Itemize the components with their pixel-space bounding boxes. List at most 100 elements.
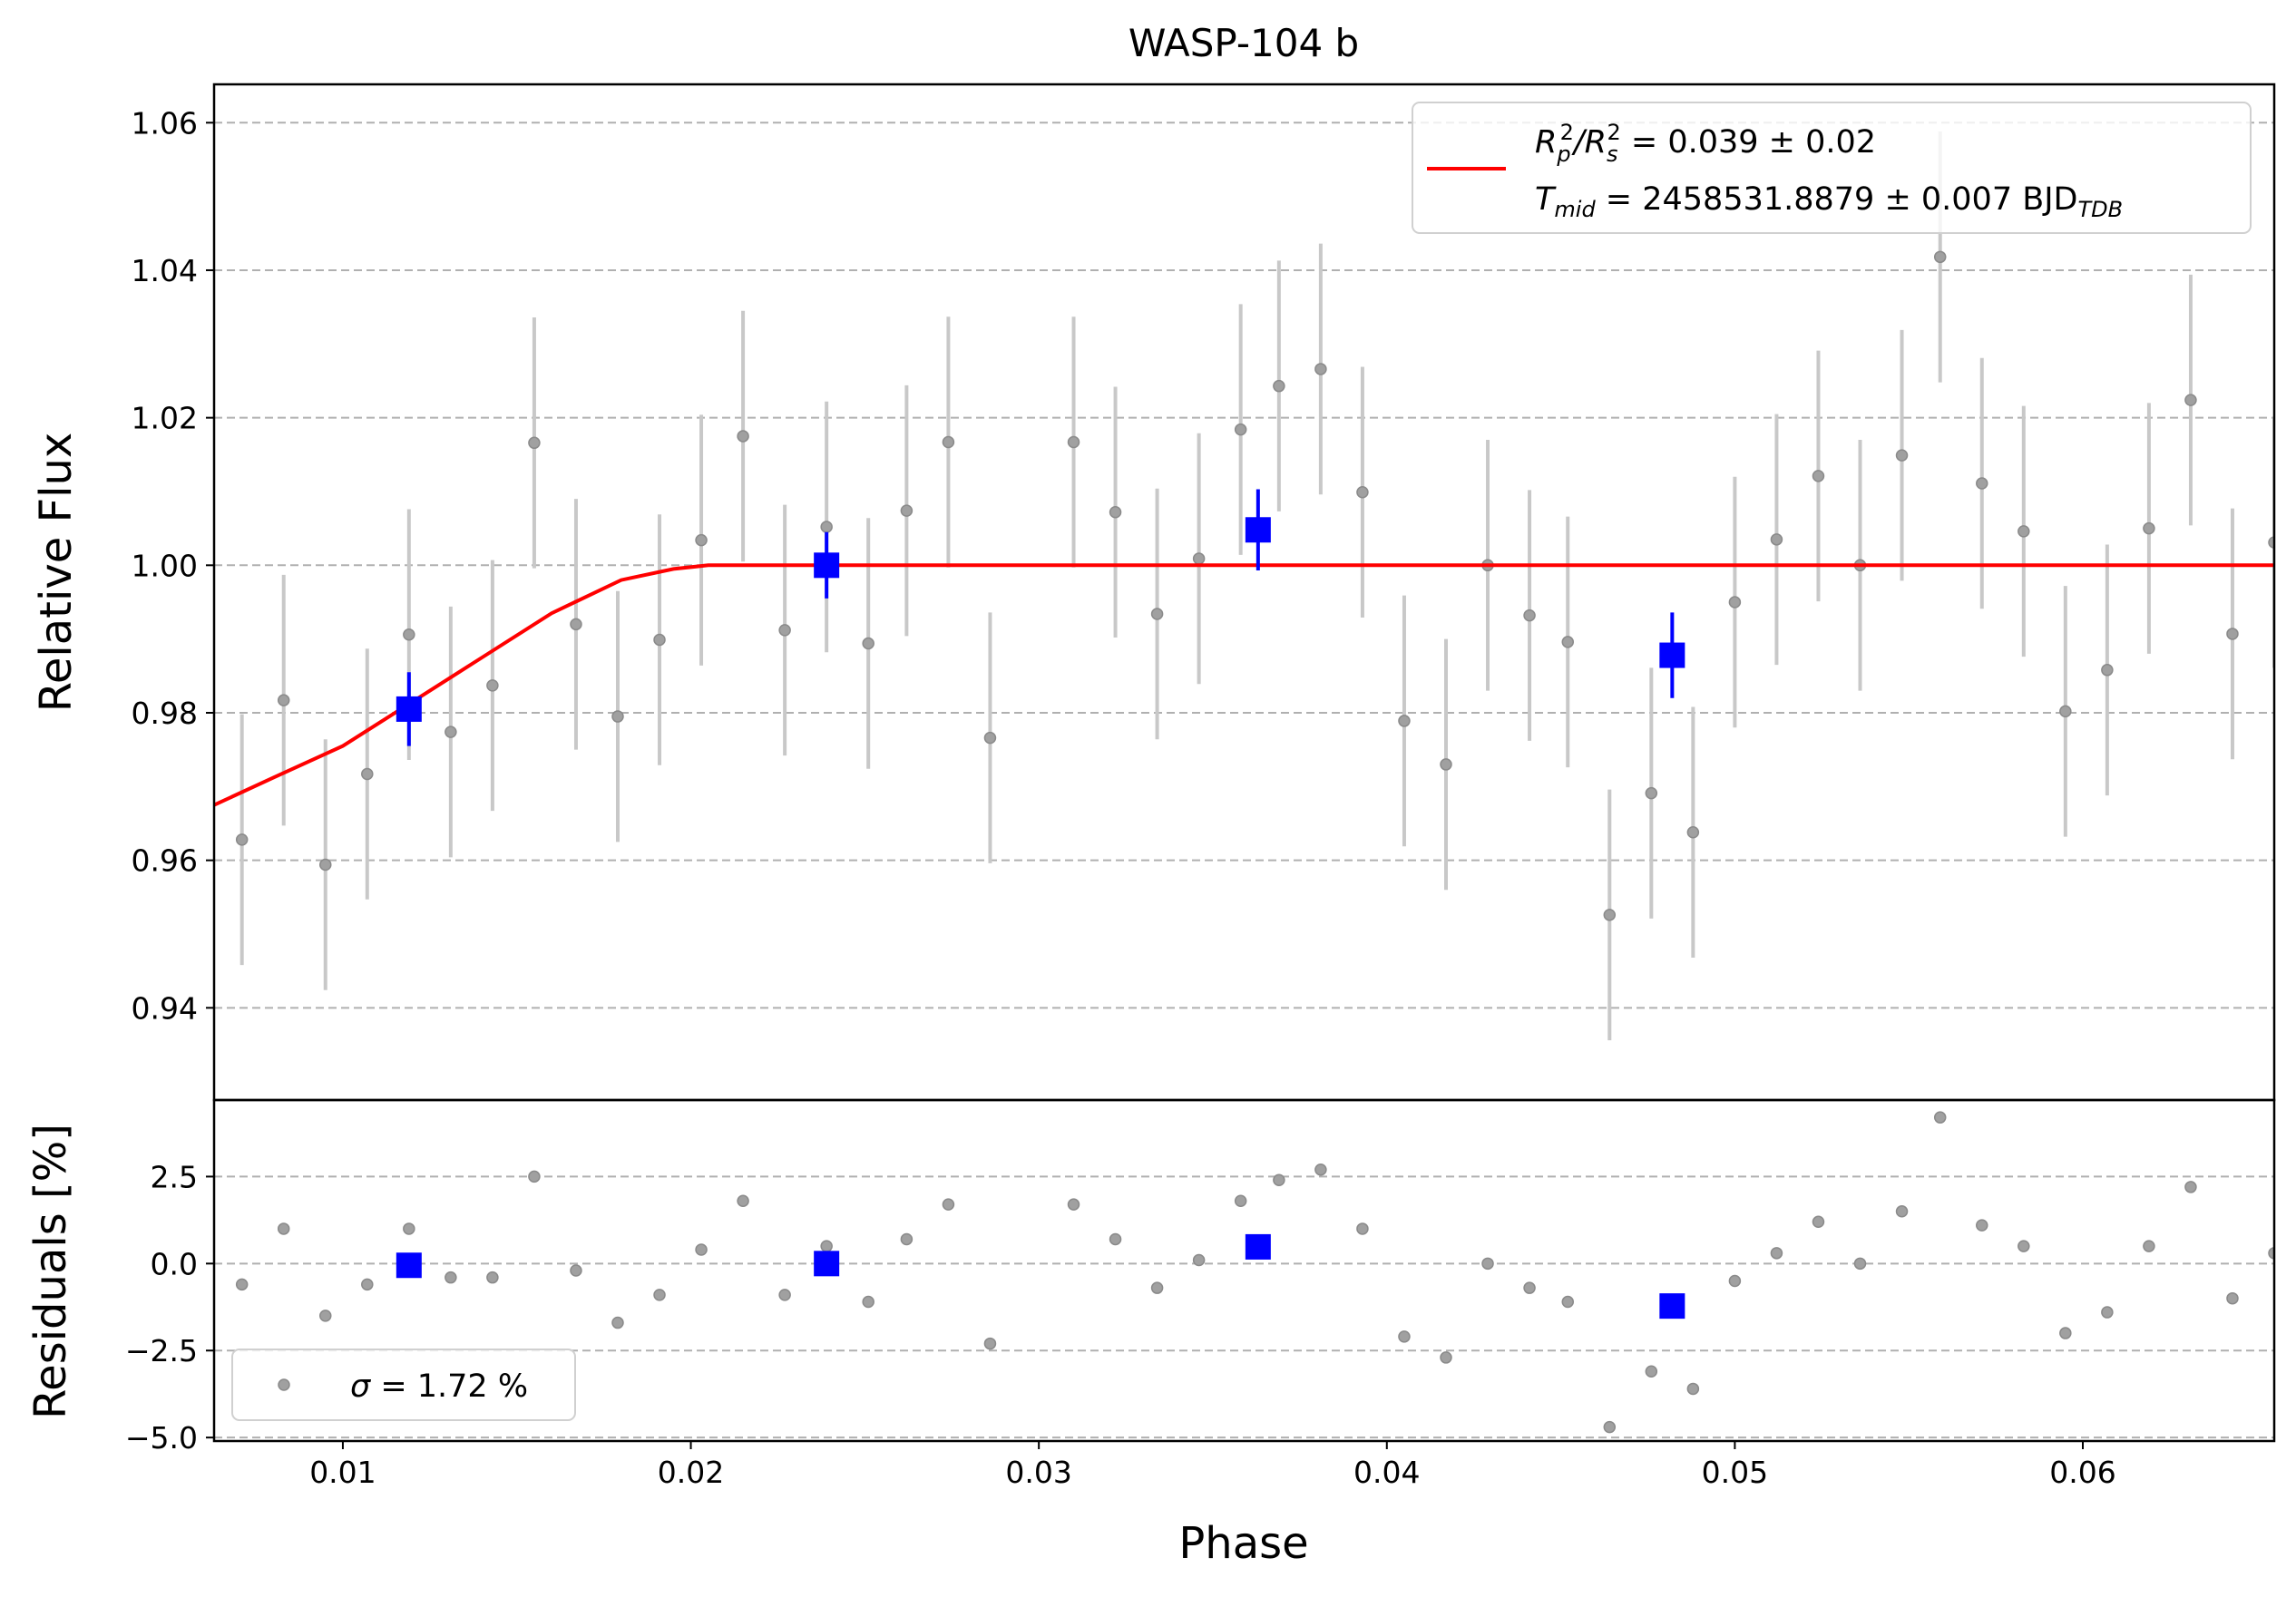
residual-point	[2184, 1181, 2197, 1193]
bottom-legend: σ = 1.72 %	[231, 1349, 576, 1421]
legend-residual-marker	[278, 1378, 290, 1391]
bottom-y-axis-label: Residuals [%]	[25, 1124, 76, 1419]
data-point	[1234, 423, 1247, 436]
residual-point	[1645, 1365, 1658, 1378]
top-y-ticks: 0.94 0.96 0.98 1.00 1.02 1.04 1.06	[132, 105, 214, 1026]
residual-point	[737, 1194, 749, 1208]
top-y-tick-label: 0.96	[132, 843, 198, 879]
residual-point	[820, 1240, 833, 1252]
binned-point	[396, 696, 422, 722]
residual-point	[277, 1222, 290, 1235]
residual-point	[1109, 1232, 1122, 1246]
residual-point	[1603, 1420, 1617, 1434]
data-point	[1895, 449, 1909, 462]
top-gridlines	[214, 122, 2274, 1009]
top-binned-points	[396, 489, 1685, 746]
data-point	[1398, 715, 1411, 727]
x-tick-label: 0.06	[2049, 1455, 2115, 1490]
residual-point	[1398, 1330, 1411, 1343]
legend-sigma: σ = 1.72 %	[350, 1368, 528, 1405]
binned-point	[1659, 642, 1685, 668]
residual-point	[2143, 1240, 2155, 1252]
bottom-legend-box	[231, 1349, 576, 1421]
residual-point	[486, 1271, 499, 1284]
x-tick-label: 0.02	[658, 1455, 724, 1490]
data-point	[983, 731, 997, 745]
top-y-tick-label: 1.06	[132, 105, 198, 141]
data-point	[900, 504, 914, 517]
residual-point	[1728, 1274, 1742, 1288]
legend-radius-ratio: Rp2/Rs2 = 0.039 ± 0.02	[1535, 120, 1876, 167]
x-tick-label: 0.04	[1353, 1455, 1420, 1490]
data-point	[1150, 608, 1164, 620]
data-point	[235, 833, 249, 846]
bottom-panel-frame	[212, 1098, 2276, 1443]
legend-mid-transit: Tmid = 2458531.8879 ± 0.007 BJDTDB	[1535, 181, 2123, 222]
residual-point	[2226, 1291, 2239, 1305]
data-point	[2268, 536, 2274, 549]
residual-point	[361, 1278, 374, 1291]
residual-point	[1686, 1382, 1700, 1396]
residual-point	[528, 1170, 541, 1183]
data-point	[862, 637, 874, 650]
top-y-axis-label: Relative Flux	[31, 433, 82, 713]
residual-point	[235, 1278, 249, 1291]
data-point	[1686, 825, 1700, 839]
top-y-tick-label: 0.98	[132, 696, 198, 731]
data-point	[737, 430, 749, 443]
residual-point	[1770, 1247, 1783, 1260]
residual-point	[983, 1337, 997, 1350]
residual-point	[2268, 1247, 2274, 1260]
top-legend: Rp2/Rs2 = 0.039 ± 0.02 Tmid = 2458531.88…	[1412, 102, 2252, 234]
data-point	[1192, 552, 1206, 565]
binned-residual	[396, 1252, 422, 1279]
residual-point	[1933, 1111, 1947, 1124]
data-point	[1273, 379, 1285, 393]
data-point	[2143, 521, 2155, 535]
residual-point	[2059, 1327, 2072, 1339]
residual-point	[570, 1264, 582, 1277]
data-point	[528, 436, 541, 450]
top-data-points	[195, 131, 2274, 1041]
data-point	[361, 767, 374, 781]
data-point	[2018, 525, 2030, 538]
data-point	[403, 628, 415, 641]
binned-residual	[814, 1251, 840, 1277]
data-point	[653, 633, 666, 647]
x-ticks: 0.01 0.02 0.03 0.04 0.05 0.06	[309, 1441, 2116, 1490]
x-tick-label: 0.05	[1702, 1455, 1768, 1490]
data-point	[1728, 596, 1742, 609]
bottom-residual-points	[235, 1111, 2274, 1434]
data-point	[1976, 477, 1988, 490]
transit-model-line	[214, 563, 2274, 807]
x-axis-label: Phase	[1178, 1518, 1308, 1569]
data-point	[2059, 705, 2072, 718]
residual-point	[1234, 1194, 1247, 1208]
data-point	[1770, 533, 1783, 546]
residual-point	[1895, 1205, 1909, 1218]
residual-point	[862, 1295, 874, 1309]
residual-point	[1812, 1215, 1825, 1229]
data-point	[1812, 470, 1825, 482]
top-panel: 0.94 0.96 0.98 1.00 1.02 1.04 1.06 Relative Fl…	[31, 83, 2276, 1102]
residual-point	[611, 1316, 624, 1329]
residual-point	[1314, 1163, 1327, 1176]
residual-point	[2101, 1306, 2114, 1319]
data-point	[1603, 909, 1617, 921]
data-point	[195, 803, 206, 814]
data-point	[277, 694, 290, 706]
residual-point	[900, 1232, 914, 1246]
binned-residual	[1245, 1233, 1271, 1260]
data-point	[2226, 628, 2239, 640]
bottom-y-tick-label: −2.5	[125, 1333, 198, 1368]
data-point	[445, 725, 457, 738]
data-point	[1523, 609, 1536, 622]
residual-point	[1440, 1351, 1452, 1364]
data-point	[820, 521, 833, 533]
x-tick-label: 0.01	[309, 1455, 376, 1490]
data-point	[1109, 506, 1122, 519]
chart-title: WASP-104 b	[1128, 21, 1359, 65]
residual-point	[1067, 1198, 1080, 1211]
data-point	[695, 533, 708, 547]
